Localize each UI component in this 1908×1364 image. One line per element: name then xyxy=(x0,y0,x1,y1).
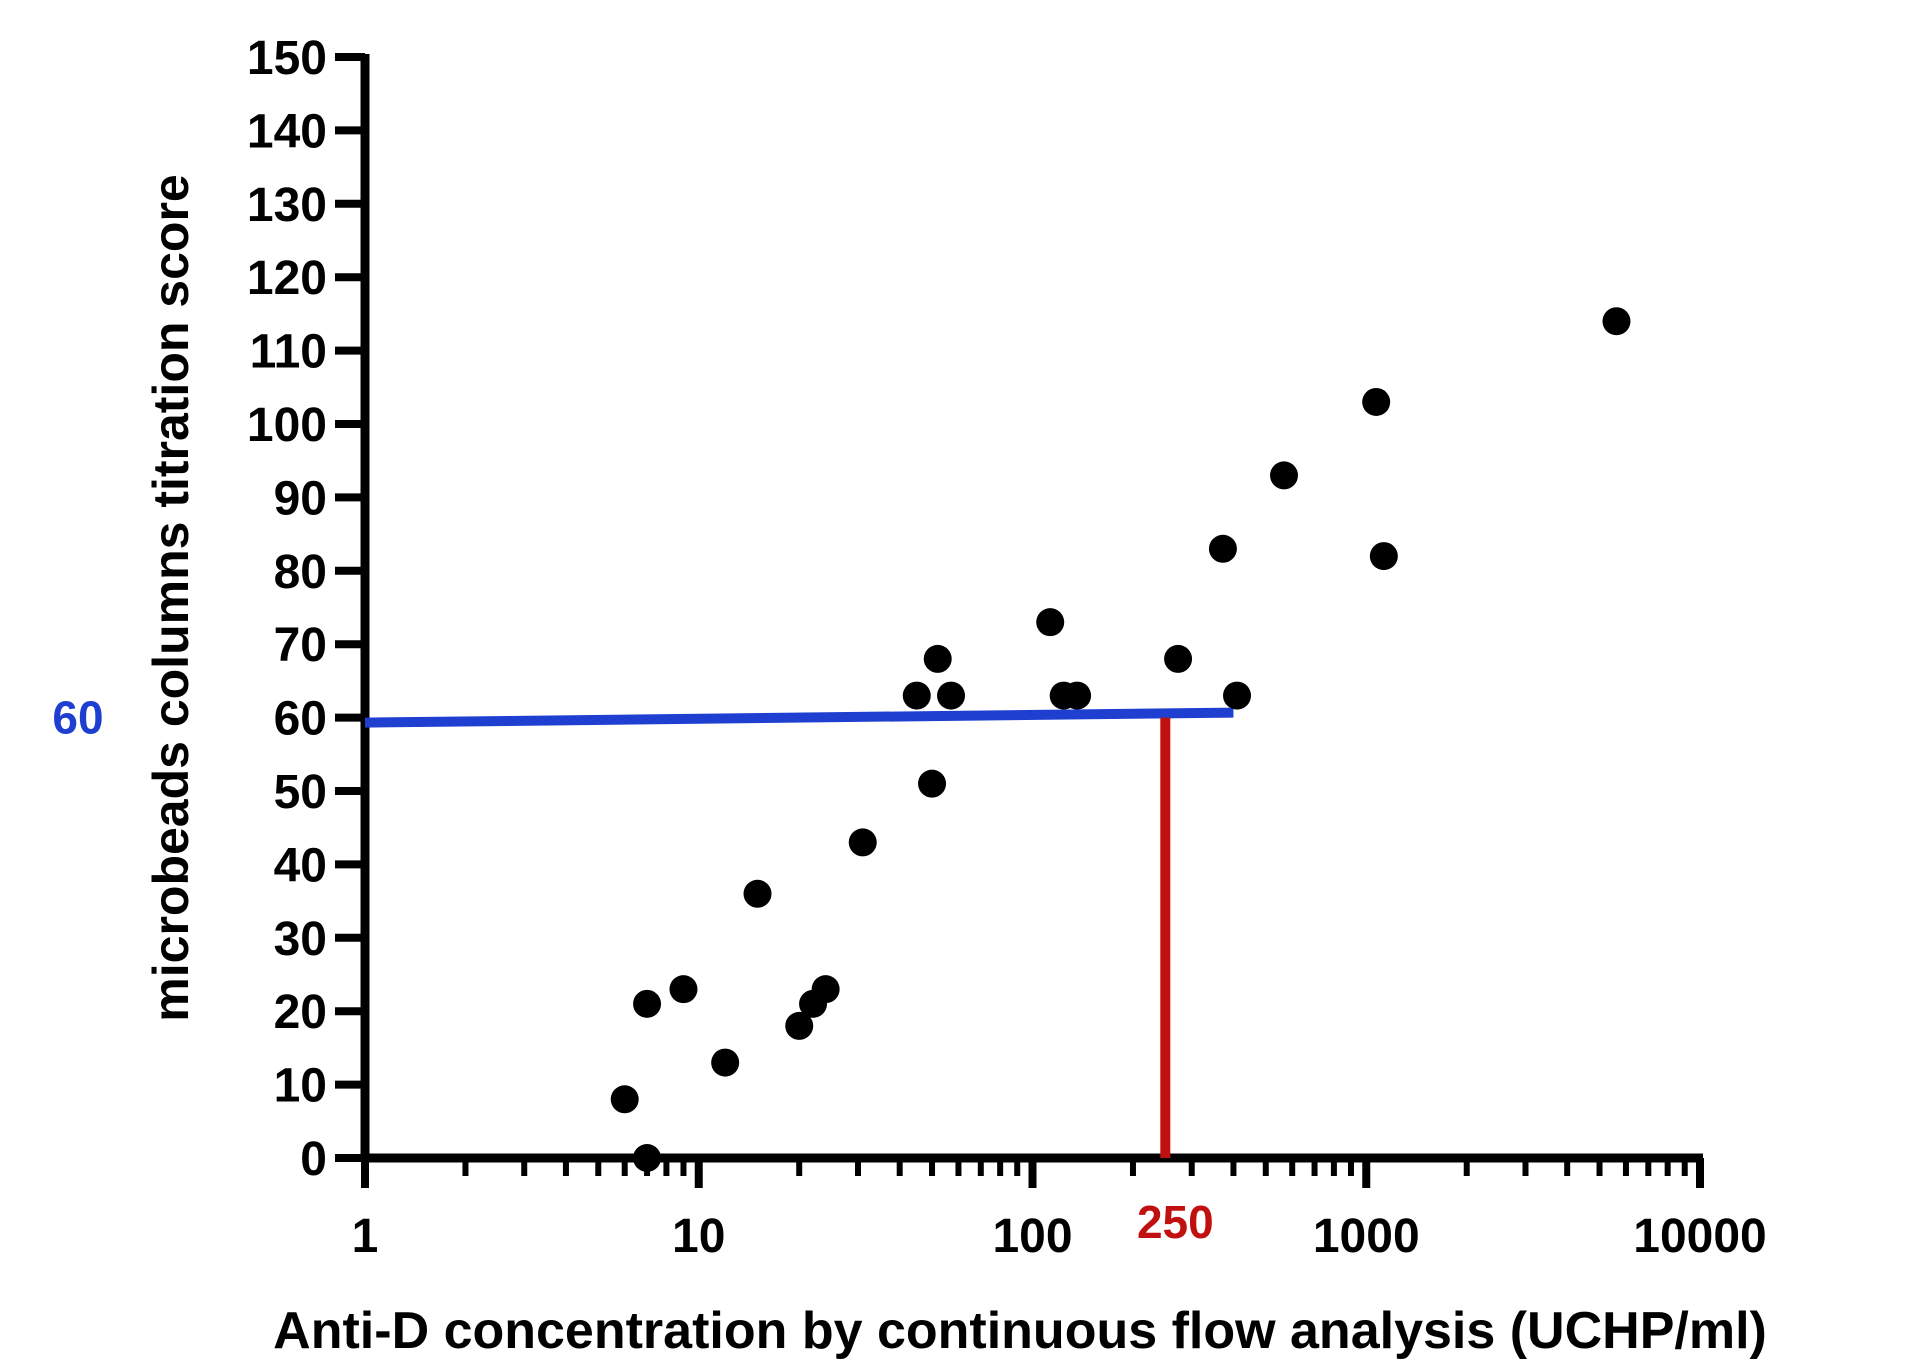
y-tick-label: 150 xyxy=(247,32,327,85)
data-point xyxy=(711,1048,740,1077)
data-point xyxy=(902,681,931,710)
y-tick-label: 50 xyxy=(274,766,327,819)
y-tick-label: 10 xyxy=(274,1060,327,1113)
y-tick-label: 60 xyxy=(274,693,327,746)
horizontal-reference-label: 60 xyxy=(52,692,103,744)
y-tick-label: 90 xyxy=(274,472,327,525)
data-point xyxy=(669,975,698,1004)
data-point xyxy=(848,828,877,857)
x-tick-label: 100 xyxy=(992,1210,1072,1263)
y-tick-label: 100 xyxy=(247,399,327,452)
y-tick-label: 20 xyxy=(274,986,327,1039)
data-point xyxy=(1369,542,1398,571)
y-tick-label: 0 xyxy=(300,1133,327,1186)
data-point xyxy=(918,769,947,798)
vertical-reference-label: 250 xyxy=(1137,1196,1214,1248)
y-tick-label: 140 xyxy=(247,105,327,158)
data-point xyxy=(1208,534,1237,563)
horizontal-reference-line xyxy=(364,707,1234,728)
y-tick-label: 80 xyxy=(274,546,327,599)
reference-lines: 60 250 xyxy=(52,692,1234,1248)
y-tick-label: 110 xyxy=(250,326,327,379)
data-point xyxy=(785,1011,814,1040)
data-point xyxy=(1036,608,1065,637)
y-axis-title: microbeads columns titration score xyxy=(143,174,199,1021)
x-axis-title: Anti-D concentration by continuous flow … xyxy=(273,1302,1767,1360)
data-point xyxy=(923,644,952,673)
y-tick-label: 120 xyxy=(247,252,327,305)
data-point xyxy=(937,681,966,710)
data-point xyxy=(811,975,840,1004)
data-point xyxy=(1063,681,1092,710)
data-point xyxy=(1362,387,1391,416)
x-tick-label: 1 xyxy=(352,1210,379,1263)
y-tick-label: 40 xyxy=(274,839,327,892)
y-tick-label: 70 xyxy=(274,619,327,672)
data-point xyxy=(1602,307,1631,336)
data-point xyxy=(1164,644,1193,673)
y-tick-label: 130 xyxy=(247,179,327,232)
data-point xyxy=(1223,681,1252,710)
data-point xyxy=(1270,461,1299,490)
data-point xyxy=(633,989,662,1018)
data-point xyxy=(610,1085,639,1114)
data-point xyxy=(743,879,772,908)
data-point xyxy=(633,1144,662,1172)
x-tick-label: 10 xyxy=(672,1210,725,1263)
y-tick-label: 30 xyxy=(274,913,327,966)
data-points xyxy=(610,307,1631,1172)
x-tick-label: 10000 xyxy=(1633,1210,1766,1263)
x-tick-label: 1000 xyxy=(1313,1210,1420,1263)
